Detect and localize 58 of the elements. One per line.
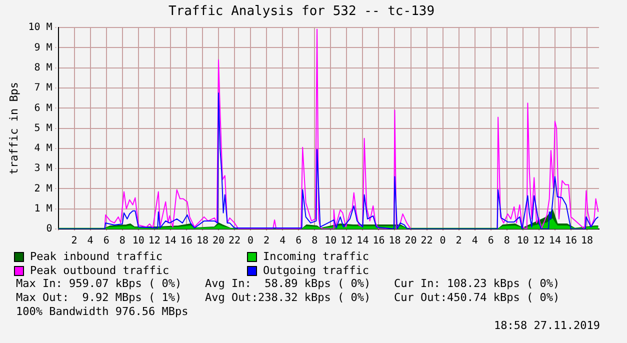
- text: Avg Out:238.32 kBps ( 0%): [205, 291, 372, 305]
- x-tick-label: 2: [456, 236, 462, 247]
- x-tick-label: 18: [580, 236, 594, 247]
- y-tick-label: 7 M: [34, 82, 52, 94]
- x-tick-label: 2: [71, 236, 78, 247]
- text: Cur Out:450.74 kBps ( 0%): [394, 291, 561, 305]
- x-tick-label: 4: [87, 236, 94, 247]
- legend-label: Outgoing traffic: [263, 264, 369, 277]
- x-tick-label: 14: [548, 236, 561, 247]
- x-tick-label: 14: [164, 236, 176, 247]
- x-tick-label: 20: [404, 236, 417, 247]
- x-tick-label: 10: [516, 236, 529, 247]
- x-tick-label: 4: [472, 236, 478, 247]
- x-tick-label: 0: [248, 236, 254, 247]
- text: 100% Bandwidth 976.56 MBps: [16, 305, 190, 319]
- y-axis-title: traffic in Bps: [7, 82, 20, 175]
- x-tick-label: 14: [356, 236, 369, 247]
- legend-label: Peak outbound traffic: [30, 264, 170, 277]
- y-tick-label: 2 M: [34, 183, 52, 194]
- text: Cur In: 108.23 kBps ( 0%): [394, 277, 561, 291]
- x-tick-label: 12: [148, 236, 160, 247]
- x-tick-label: 22: [420, 236, 433, 247]
- x-tick-label: 20: [212, 236, 225, 247]
- y-tick-label: 1 M: [34, 203, 52, 214]
- x-tick-label: 12: [532, 236, 545, 247]
- x-tick-label: 2: [264, 236, 270, 247]
- x-tick-label: 8: [504, 236, 510, 247]
- y-tick-label: 8 M: [34, 62, 52, 74]
- text: Max In: 959.07 kBps ( 0%): [16, 277, 183, 291]
- x-tick-label: 18: [388, 236, 401, 247]
- x-tick-label: 0: [440, 236, 446, 247]
- y-tick-label: 10 M: [28, 22, 52, 34]
- text: Avg In: 58.89 kBps ( 0%): [205, 277, 372, 291]
- text: 18:58 27.11.2019: [493, 319, 600, 333]
- x-tick-label: 22: [228, 236, 241, 247]
- x-tick-label: 10: [132, 236, 144, 247]
- text: Max Out: 9.92 MBps ( 1%): [16, 291, 183, 305]
- x-tick-label: 8: [119, 236, 126, 247]
- x-tick-label: 4: [280, 236, 286, 247]
- x-tick-label: 16: [180, 236, 192, 247]
- chart-title: Traffic Analysis for 532 -- tc-139: [168, 4, 435, 20]
- x-tick-label: 6: [488, 236, 494, 247]
- x-tick-label: 6: [296, 236, 302, 247]
- y-tick-label: 0: [46, 224, 52, 235]
- x-tick-label: 8: [312, 236, 318, 247]
- y-tick-label: 6 M: [34, 102, 52, 114]
- y-tick-label: 3 M: [34, 163, 52, 174]
- legend-label: Incoming traffic: [263, 250, 369, 263]
- x-tick-label: 16: [372, 236, 385, 247]
- x-tick-label: 18: [196, 236, 208, 247]
- x-tick-label: 6: [103, 236, 110, 247]
- legend-label: Peak inbound traffic: [30, 250, 162, 263]
- x-tick-label: 12: [340, 236, 353, 247]
- y-tick-label: 5 M: [34, 122, 52, 134]
- x-tick-label: 16: [564, 236, 577, 247]
- y-tick-label: 4 M: [34, 143, 52, 154]
- x-tick-label: 10: [324, 236, 337, 247]
- y-tick-label: 9 M: [34, 42, 52, 54]
